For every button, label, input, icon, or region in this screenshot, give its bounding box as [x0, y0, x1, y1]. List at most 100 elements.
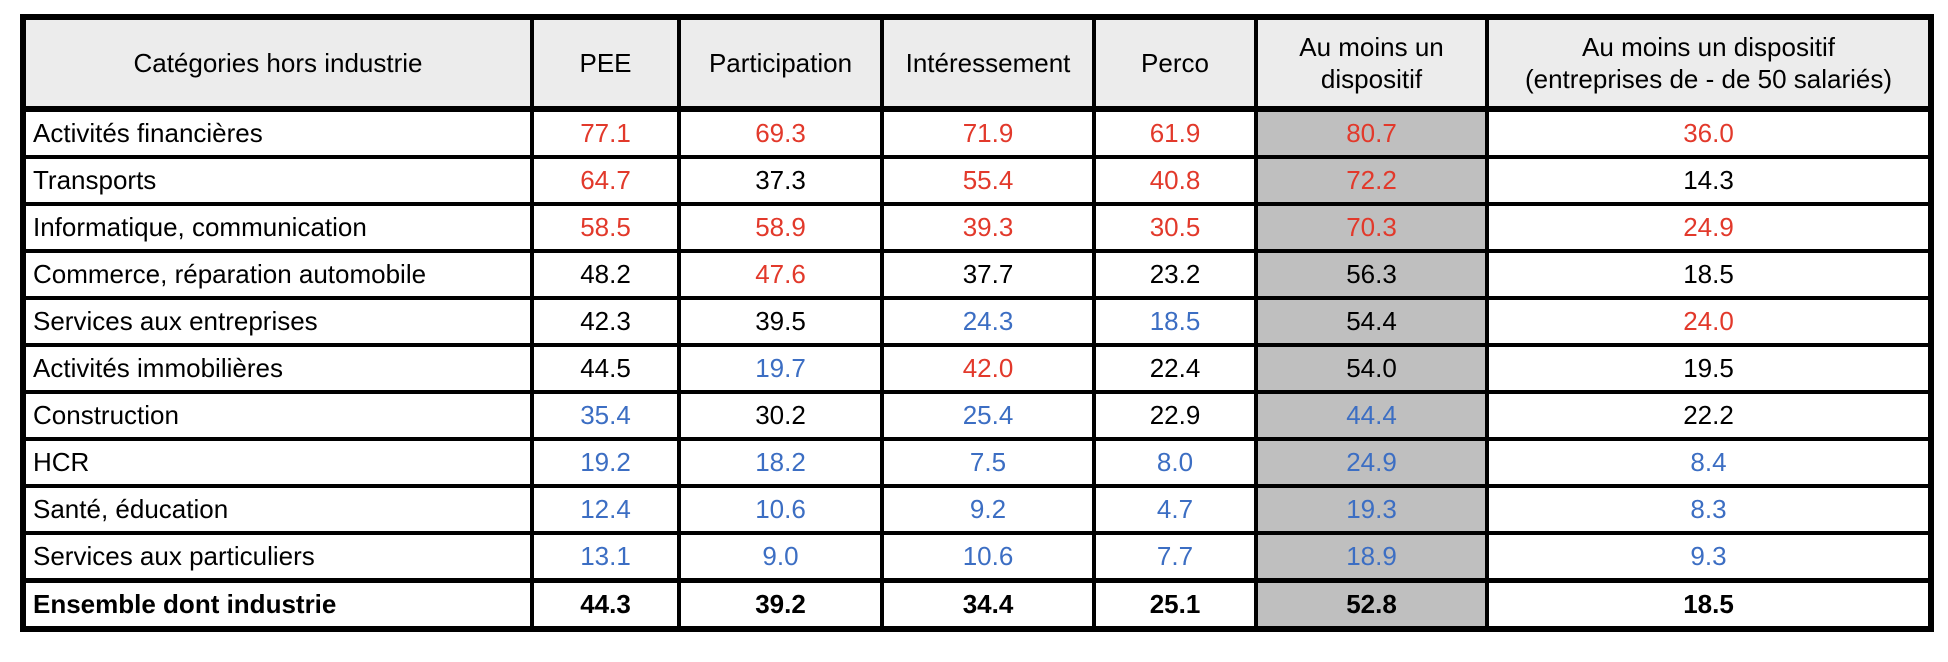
- header-line-2: dispositif: [1320, 64, 1423, 94]
- value-cell: 44.3: [530, 578, 681, 631]
- value-cell: 34.4: [880, 578, 1096, 631]
- value-cell: 54.0: [1254, 343, 1489, 394]
- table-row: Informatique, communication 58.5 58.9 39.3 3…: [21, 202, 1933, 253]
- category-cell: Construction: [21, 390, 534, 441]
- table-row: Santé, éducation 12.4 10.6 9.2 4.7 19.3 8.3: [21, 484, 1933, 535]
- value-cell: 35.4: [530, 390, 681, 441]
- col-header-au-moins-un-dispositif: Au moins un dispositif: [1254, 15, 1489, 112]
- value-cell: 40.8: [1092, 155, 1258, 206]
- table-row: HCR 19.2 18.2 7.5 8.0 24.9 8.4: [21, 437, 1933, 488]
- value-cell: 4.7: [1092, 484, 1258, 535]
- category-cell: Santé, éducation: [21, 484, 534, 535]
- value-cell: 25.1: [1092, 578, 1258, 631]
- table-row: Construction 35.4 30.2 25.4 22.9 44.4 22.2: [21, 390, 1933, 441]
- value-cell: 25.4: [880, 390, 1096, 441]
- value-cell: 18.5: [1485, 578, 1933, 631]
- value-cell: 56.3: [1254, 249, 1489, 300]
- header-line-1: Au moins un dispositif: [1582, 31, 1835, 62]
- value-cell: 52.8: [1254, 578, 1489, 631]
- table-row: Activités immobilières 44.5 19.7 42.0 22.4 54…: [21, 343, 1933, 394]
- value-cell: 7.5: [880, 437, 1096, 488]
- col-header-perco: Perco: [1092, 15, 1258, 112]
- value-cell: 18.5: [1092, 296, 1258, 347]
- value-cell: 19.5: [1485, 343, 1933, 394]
- category-cell: Commerce, réparation automobile: [21, 249, 534, 300]
- value-cell: 19.7: [677, 343, 884, 394]
- value-cell: 36.0: [1485, 107, 1933, 159]
- table-row: Transports 64.7 37.3 55.4 40.8 72.2 14.3: [21, 155, 1933, 206]
- category-cell: Transports: [21, 155, 534, 206]
- value-cell: 18.2: [677, 437, 884, 488]
- value-cell: 30.2: [677, 390, 884, 441]
- value-cell: 22.4: [1092, 343, 1258, 394]
- table-row: Ensemble dont industrie 44.3 39.2 34.4 25.1 5…: [21, 578, 1933, 631]
- value-cell: 14.3: [1485, 155, 1933, 206]
- value-cell: 42.0: [880, 343, 1096, 394]
- value-cell: 70.3: [1254, 202, 1489, 253]
- value-cell: 39.5: [677, 296, 884, 347]
- value-cell: 8.0: [1092, 437, 1258, 488]
- value-cell: 42.3: [530, 296, 681, 347]
- value-cell: 77.1: [530, 107, 681, 159]
- value-cell: 23.2: [1092, 249, 1258, 300]
- category-cell: Activités immobilières: [21, 343, 534, 394]
- category-cell: Activités financières: [21, 107, 534, 159]
- value-cell: 10.6: [880, 531, 1096, 583]
- category-cell: Services aux entreprises: [21, 296, 534, 347]
- value-cell: 30.5: [1092, 202, 1258, 253]
- value-cell: 10.6: [677, 484, 884, 535]
- value-cell: 19.2: [530, 437, 681, 488]
- value-cell: 22.2: [1485, 390, 1933, 441]
- value-cell: 61.9: [1092, 107, 1258, 159]
- value-cell: 55.4: [880, 155, 1096, 206]
- header-line-1: Au moins un: [1299, 31, 1444, 62]
- value-cell: 64.7: [530, 155, 681, 206]
- data-table: Catégories hors industrie PEE Participat…: [20, 14, 1934, 632]
- value-cell: 24.9: [1485, 202, 1933, 253]
- value-cell: 9.0: [677, 531, 884, 583]
- col-header-participation: Participation: [677, 15, 884, 112]
- value-cell: 19.3: [1254, 484, 1489, 535]
- value-cell: 7.7: [1092, 531, 1258, 583]
- value-cell: 8.3: [1485, 484, 1933, 535]
- header-line-2: (entreprises de - de 50 salariés): [1524, 64, 1893, 94]
- value-cell: 9.2: [880, 484, 1096, 535]
- col-header-interessement: Intéressement: [880, 15, 1096, 112]
- value-cell: 22.9: [1092, 390, 1258, 441]
- value-cell: 58.5: [530, 202, 681, 253]
- value-cell: 80.7: [1254, 107, 1489, 159]
- table-row: Services aux entreprises 42.3 39.5 24.3 18.5…: [21, 296, 1933, 347]
- category-cell: Ensemble dont industrie: [21, 578, 534, 631]
- value-cell: 47.6: [677, 249, 884, 300]
- value-cell: 44.5: [530, 343, 681, 394]
- value-cell: 71.9: [880, 107, 1096, 159]
- value-cell: 13.1: [530, 531, 681, 583]
- value-cell: 44.4: [1254, 390, 1489, 441]
- header-row: Catégories hors industrie PEE Participat…: [21, 15, 1933, 112]
- table-row: Commerce, réparation automobile 48.2 47.6 3…: [21, 249, 1933, 300]
- category-cell: Informatique, communication: [21, 202, 534, 253]
- value-cell: 58.9: [677, 202, 884, 253]
- value-cell: 24.0: [1485, 296, 1933, 347]
- col-header-au-moins-un-dispositif-petites-entreprises: Au moins un dispositif (entreprises de -…: [1485, 15, 1933, 112]
- value-cell: 48.2: [530, 249, 681, 300]
- table-header: Catégories hors industrie PEE Participat…: [21, 15, 1933, 112]
- value-cell: 18.9: [1254, 531, 1489, 583]
- value-cell: 69.3: [677, 107, 884, 159]
- table-body: Activités financières 77.1 69.3 71.9 61.9 80.…: [21, 107, 1933, 631]
- value-cell: 39.3: [880, 202, 1096, 253]
- value-cell: 12.4: [530, 484, 681, 535]
- table-row: Services aux particuliers 13.1 9.0 10.6 7.7 1…: [21, 531, 1933, 583]
- value-cell: 37.7: [880, 249, 1096, 300]
- category-cell: HCR: [21, 437, 534, 488]
- value-cell: 54.4: [1254, 296, 1489, 347]
- table-wrapper: Catégories hors industrie PEE Participat…: [20, 14, 1934, 632]
- value-cell: 8.4: [1485, 437, 1933, 488]
- value-cell: 9.3: [1485, 531, 1933, 583]
- value-cell: 18.5: [1485, 249, 1933, 300]
- col-header-pee: PEE: [530, 15, 681, 112]
- value-cell: 39.2: [677, 578, 884, 631]
- value-cell: 24.9: [1254, 437, 1489, 488]
- col-header-categories: Catégories hors industrie: [21, 15, 534, 112]
- value-cell: 37.3: [677, 155, 884, 206]
